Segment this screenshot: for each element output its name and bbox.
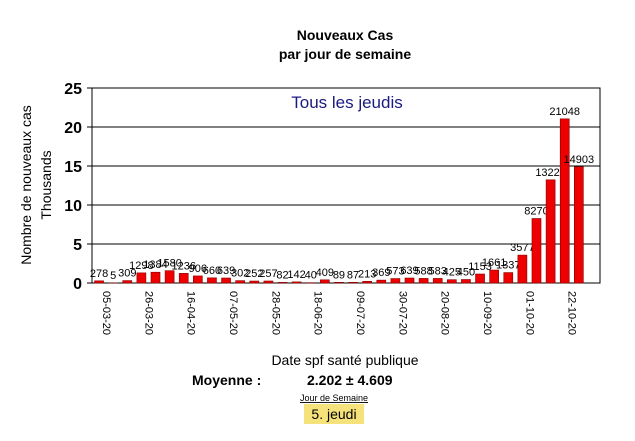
bar <box>264 281 273 283</box>
bar <box>532 218 541 283</box>
bar <box>193 276 202 283</box>
chart-title: Nouveaux Cas <box>297 27 394 43</box>
selector-label: Jour de Semaine <box>300 393 368 403</box>
annotation: Tous les jeudis <box>291 93 403 112</box>
x-tick-label: 20-08-20 <box>439 291 451 335</box>
bar <box>95 281 104 283</box>
mean-value: 2.202 ± 4.609 <box>307 372 393 388</box>
bar <box>222 278 231 283</box>
bar <box>391 279 400 283</box>
x-axis-label: Date spf santé publique <box>271 352 418 368</box>
y-tick-label: 10 <box>64 198 82 215</box>
bar <box>137 273 146 283</box>
bar <box>207 278 216 283</box>
bar <box>334 282 343 283</box>
bar <box>433 278 442 283</box>
y-tick-label: 25 <box>64 81 82 98</box>
bar <box>349 282 358 283</box>
x-tick-label: 01-10-20 <box>523 291 535 335</box>
bar <box>320 280 329 283</box>
x-tick-label: 26-03-20 <box>142 291 154 335</box>
bar <box>476 274 485 283</box>
data-label: 14903 <box>564 154 595 166</box>
y-tick-label: 20 <box>64 120 82 137</box>
x-tick-label: 18-06-20 <box>312 291 324 335</box>
x-tick-label: 16-04-20 <box>185 291 197 335</box>
x-tick-label: 30-07-20 <box>396 291 408 335</box>
bar <box>560 119 569 283</box>
bar <box>419 278 428 283</box>
bar <box>151 272 160 283</box>
x-tick-label: 05-03-20 <box>100 291 112 335</box>
data-label: 21048 <box>549 106 580 118</box>
bar <box>490 270 499 283</box>
data-label: 89 <box>333 269 345 281</box>
bar <box>377 280 386 283</box>
bar <box>518 255 527 283</box>
bar <box>363 281 372 283</box>
bar <box>278 282 287 283</box>
y-tick-label: 0 <box>73 276 82 293</box>
data-label: 142 <box>287 269 305 281</box>
mean-label: Moyenne : <box>192 372 261 388</box>
x-tick-label: 07-05-20 <box>227 291 239 335</box>
data-label: 8270 <box>524 205 548 217</box>
y-tick-label: 5 <box>73 237 82 254</box>
data-label: 5 <box>110 270 116 282</box>
bar <box>292 282 301 283</box>
bar <box>447 280 456 283</box>
bar <box>574 167 583 283</box>
bar <box>405 278 414 283</box>
x-tick-label: 09-07-20 <box>354 291 366 335</box>
bar <box>179 273 188 283</box>
y-axis-label: Nombre de nouveaux cas <box>18 105 34 265</box>
bar <box>236 281 245 283</box>
bar <box>123 281 132 283</box>
data-label: 409 <box>316 267 334 279</box>
x-tick-label: 10-09-20 <box>481 291 493 335</box>
bar <box>504 273 513 283</box>
data-label: 1337 <box>496 260 520 272</box>
bar <box>461 279 470 283</box>
x-tick-label: 28-05-20 <box>269 291 281 335</box>
bar <box>165 271 174 283</box>
y-axis-unit: Thousands <box>38 150 54 219</box>
y-tick-label: 15 <box>64 159 82 176</box>
chart-subtitle: par jour de semaine <box>279 46 411 62</box>
data-label: 3577 <box>510 242 534 254</box>
data-label: 257 <box>259 268 277 280</box>
bar <box>546 180 555 283</box>
x-tick-label: 22-10-20 <box>566 291 578 335</box>
data-label: 278 <box>90 268 108 280</box>
bar <box>250 281 259 283</box>
selector-value[interactable]: 5. jeudi <box>311 406 356 422</box>
